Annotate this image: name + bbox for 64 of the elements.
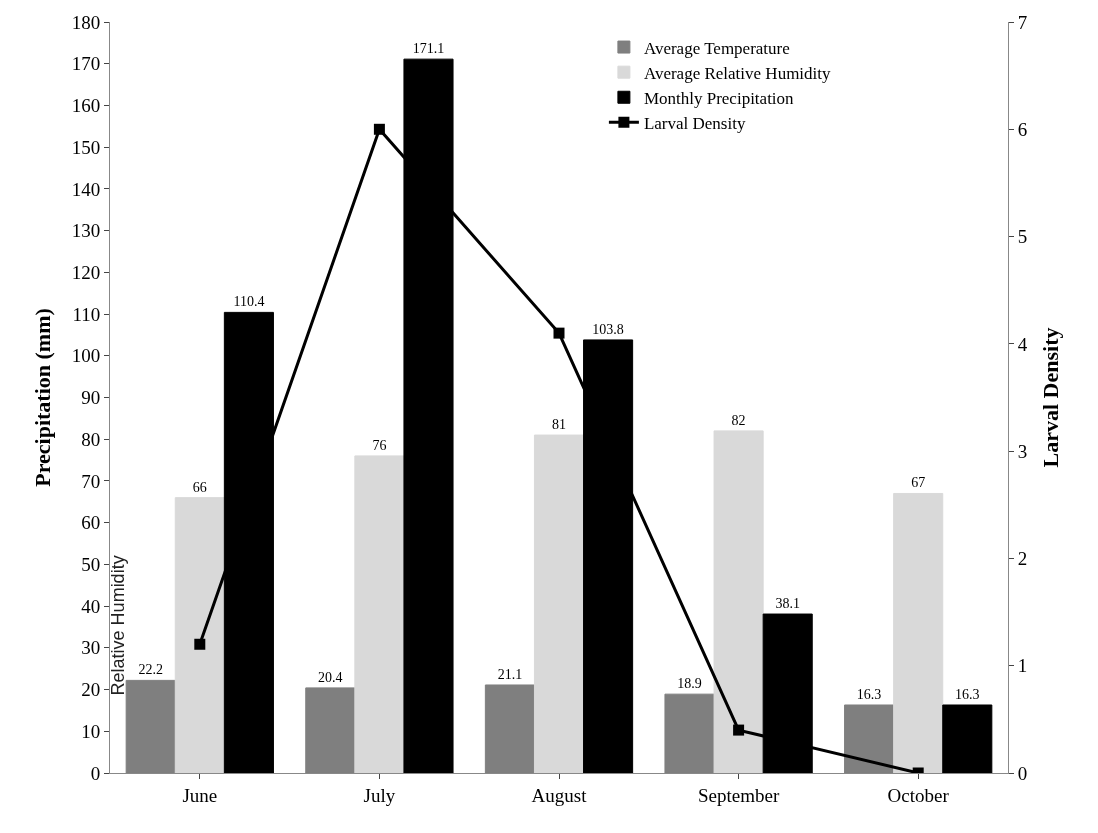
data-label: 82 (731, 412, 746, 428)
point (373, 123, 385, 135)
y-tick-label: 60 (81, 512, 101, 534)
x-tick-label: September (697, 784, 780, 806)
y-tick-label: 50 (81, 554, 101, 576)
data-label: 76 (372, 437, 387, 453)
point (733, 724, 745, 736)
bar (174, 497, 225, 773)
data-label: 66 (192, 479, 207, 495)
data-label: 81 (552, 417, 566, 433)
annotation: Relative Humidity (107, 555, 128, 696)
data-label: 16.3 (955, 686, 980, 702)
y2-tick-label: 4 (1017, 333, 1028, 355)
y2-tick-label: 7 (1017, 11, 1028, 33)
bar (893, 492, 944, 773)
y-tick-label: 40 (81, 595, 101, 617)
data-label: 110.4 (233, 294, 265, 310)
x-tick-label: June (182, 784, 218, 806)
y-tick-label: 30 (81, 637, 101, 659)
y2-tick-label: 2 (1017, 548, 1028, 570)
bar (942, 704, 993, 773)
y-tick-label: 10 (81, 720, 101, 742)
y-tick-label: 130 (71, 220, 101, 242)
y-tick-label: 90 (81, 387, 101, 409)
y-tick-label: 70 (81, 470, 101, 492)
y-tick-label: 110 (72, 303, 101, 325)
data-label: 103.8 (592, 321, 624, 337)
bar (354, 455, 405, 773)
y2-tick-label: 3 (1017, 440, 1028, 462)
data-label: 67 (911, 475, 926, 491)
y2-tick-label: 1 (1017, 655, 1028, 677)
y2-tick-label: 6 (1017, 118, 1028, 140)
x-tick-label: August (531, 784, 588, 806)
data-label: 20.4 (318, 669, 343, 685)
y-tick-label: 160 (71, 95, 101, 117)
x-tick-label: October (887, 784, 950, 806)
data-label: 38.1 (775, 596, 800, 612)
point (553, 327, 565, 339)
legend-label: Monthly Precipitation (643, 88, 795, 108)
data-label: 21.1 (497, 666, 523, 682)
data-label: 171.1 (412, 41, 445, 57)
data-label: 22.2 (138, 662, 163, 678)
y-tick-label: 180 (71, 11, 101, 33)
y-tick-label: 150 (71, 136, 101, 158)
y-tick-label: 140 (71, 178, 101, 200)
legend-label: Larval Density (643, 113, 746, 133)
y-tick-label: 20 (81, 679, 101, 701)
y2-axis-title: Larval Density (1037, 327, 1063, 468)
data-label: 16.3 (856, 686, 882, 702)
y-tick-label: 80 (81, 428, 101, 450)
y-axis-title: Precipitation (mm) (29, 308, 55, 487)
y-tick-label: 100 (71, 345, 101, 367)
data-label: 18.9 (677, 676, 702, 692)
y2-tick-label: 5 (1017, 226, 1028, 248)
bar (533, 434, 585, 773)
legend-label: Average Temperature (643, 38, 790, 58)
y-tick-label: 170 (71, 53, 101, 75)
legend-label: Average Relative Humidity (643, 63, 832, 83)
y-tick-label: 120 (71, 261, 101, 283)
point (194, 638, 206, 650)
y-tick-label: 0 (90, 762, 101, 784)
y2-tick-label: 0 (1017, 762, 1028, 784)
bar (713, 430, 764, 773)
x-tick-label: July (363, 784, 396, 806)
